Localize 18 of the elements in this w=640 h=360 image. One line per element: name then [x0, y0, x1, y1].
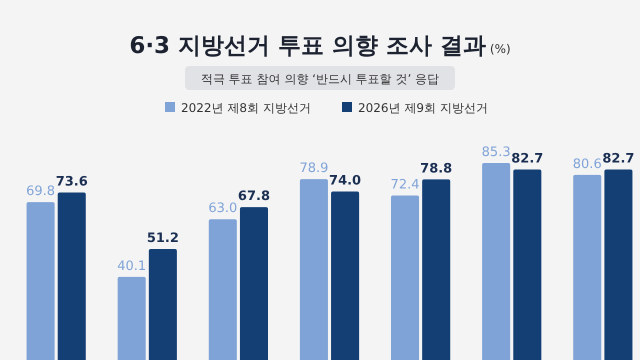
- data-label: 67.8: [238, 189, 270, 204]
- data-label: 78.8: [420, 161, 452, 176]
- data-label: 85.3: [482, 145, 511, 160]
- data-label: 72.4: [390, 178, 420, 193]
- data-label: 51.2: [146, 230, 179, 246]
- data-label: 82.7: [511, 152, 544, 167]
- data-label: 74.0: [329, 173, 362, 188]
- data-label: 73.6: [56, 174, 88, 190]
- chart-subtitle: 적극 투표 참여 의향 ‘반드시 투표할 것’ 응답: [200, 72, 440, 86]
- data-label: 63.0: [208, 201, 238, 216]
- legend-label: 2022년 제8회 지방선거: [181, 101, 311, 115]
- data-label: 78.9: [299, 161, 328, 176]
- legend-label: 2026년 제9회 지방선거: [358, 101, 488, 115]
- data-label: 69.8: [26, 184, 56, 200]
- data-label: 80.6: [572, 156, 602, 172]
- data-label: 40.1: [117, 258, 146, 274]
- data-label: 82.7: [602, 152, 634, 167]
- chart-title: 6·3 지방선거 투표 의향 조사 결과 (%): [129, 33, 511, 59]
